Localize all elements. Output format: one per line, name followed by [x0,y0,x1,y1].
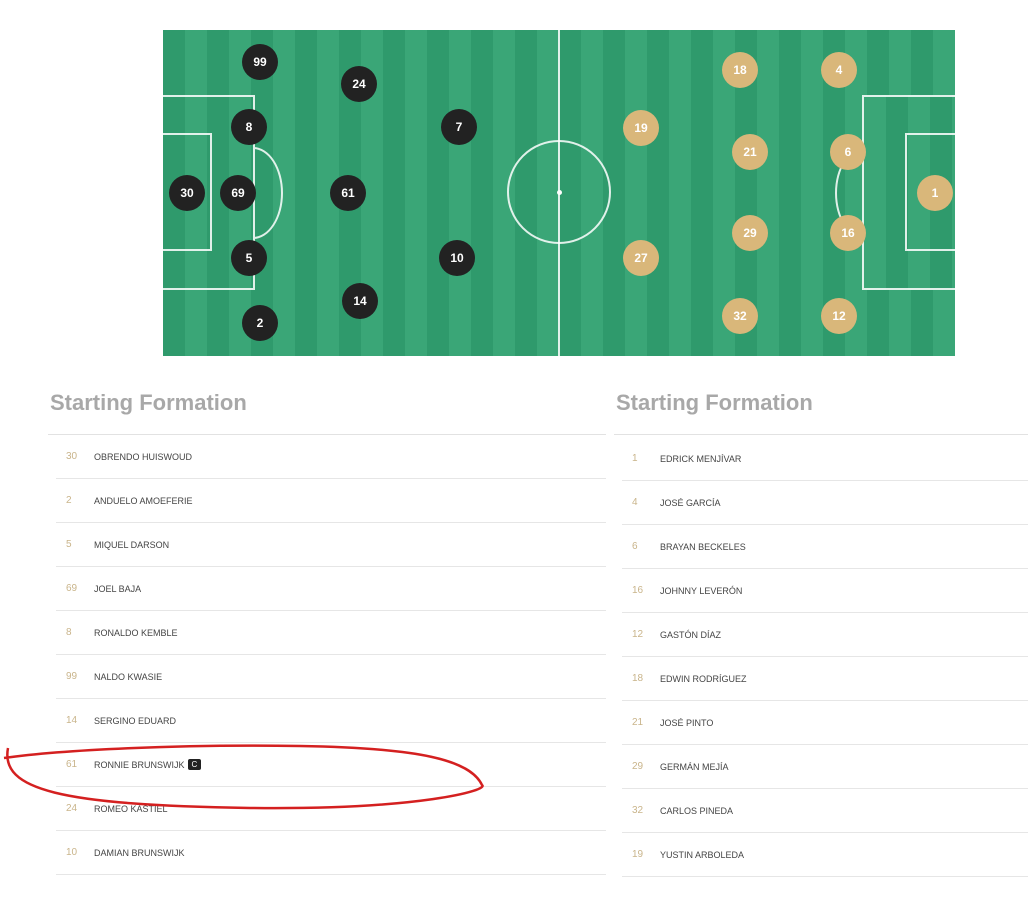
player-name[interactable]: Gastón Díaz [660,629,722,640]
away-player-marker[interactable]: 32 [722,298,758,334]
left-lineup-title: Starting Formation [48,390,606,435]
player-row[interactable]: 24 Romeo Kastiel [56,787,606,831]
home-player-marker[interactable]: 5 [231,240,267,276]
player-number: 5 [66,539,72,550]
player-name[interactable]: Brayan Beckeles [660,541,746,552]
left-goal-area [163,133,212,251]
player-name[interactable]: Germán Mejía [660,761,729,772]
player-number: 8 [66,627,72,638]
player-name[interactable]: Yustin Arboleda [660,849,745,860]
home-player-marker[interactable]: 24 [341,66,377,102]
player-row[interactable]: 10 Damian Brunswijk [56,831,606,875]
right-lineup-title: Starting Formation [614,390,1028,435]
player-name[interactable]: Johnny Leverón [660,585,743,596]
player-number: 1 [632,453,638,464]
player-row[interactable]: 12 Gastón Díaz [622,613,1028,657]
home-player-marker[interactable]: 61 [330,175,366,211]
right-lineup: Starting Formation 1 Edrick Menjívar 4 José… [614,390,1028,877]
player-row[interactable]: 21 José Pinto [622,701,1028,745]
player-row[interactable]: 4 José García [622,481,1028,525]
player-number: 14 [66,715,78,726]
home-player-marker[interactable]: 30 [169,175,205,211]
right-goal-area [905,133,955,251]
player-row[interactable]: 29 Germán Mejía [622,745,1028,789]
center-spot [557,190,562,195]
player-name[interactable]: Edrick Menjívar [660,453,742,464]
away-player-marker[interactable]: 16 [830,215,866,251]
player-number: 99 [66,671,78,682]
player-name[interactable]: Obrendo Huiswoud [94,451,193,462]
player-number: 29 [632,761,644,772]
player-row[interactable]: 14 Sergino Eduard [56,699,606,743]
formation-pitch: 99 24 8 7 30 69 61 5 10 14 2 18 4 19 21 6 1 29 16 27 32 12 [163,30,955,356]
player-name[interactable]: Edwin Rodríguez [660,673,747,684]
away-player-marker[interactable]: 12 [821,298,857,334]
away-player-marker[interactable]: 18 [722,52,758,88]
player-name[interactable]: Naldo Kwasie [94,671,163,682]
player-name[interactable]: Anduelo Amoeferie [94,495,193,506]
player-name[interactable]: Miquel Darson [94,539,170,550]
player-row[interactable]: 2 Anduelo Amoeferie [56,479,606,523]
player-number: 12 [632,629,644,640]
away-player-marker[interactable]: 4 [821,52,857,88]
home-player-marker[interactable]: 7 [441,109,477,145]
player-row[interactable]: 6 Brayan Beckeles [622,525,1028,569]
left-lineup: Starting Formation 30 Obrendo Huiswoud 2 An… [48,390,606,875]
away-player-marker[interactable]: 21 [732,134,768,170]
player-number: 61 [66,759,78,770]
player-row[interactable]: 16 Johnny Leverón [622,569,1028,613]
captain-badge: C [187,759,202,770]
player-number: 4 [632,497,638,508]
home-player-marker[interactable]: 8 [231,109,267,145]
player-name[interactable]: Carlos Pineda [660,805,734,816]
player-row[interactable]: 8 Ronaldo Kemble [56,611,606,655]
home-player-marker[interactable]: 14 [342,283,378,319]
player-name[interactable]: Joel Baja [94,583,142,594]
player-number: 21 [632,717,644,728]
player-number: 16 [632,585,644,596]
player-row[interactable]: 61 Ronnie Brunswijk C [56,743,606,787]
player-row[interactable]: 19 Yustin Arboleda [622,833,1028,877]
home-player-marker[interactable]: 2 [242,305,278,341]
player-number: 10 [66,847,78,858]
player-row[interactable]: 69 Joel Baja [56,567,606,611]
away-player-marker[interactable]: 27 [623,240,659,276]
player-number: 18 [632,673,644,684]
player-row[interactable]: 18 Edwin Rodríguez [622,657,1028,701]
player-name[interactable]: José Pinto [660,717,714,728]
player-number: 24 [66,803,78,814]
home-player-marker[interactable]: 99 [242,44,278,80]
player-row[interactable]: 5 Miquel Darson [56,523,606,567]
player-row[interactable]: 30 Obrendo Huiswoud [56,435,606,479]
player-number: 2 [66,495,72,506]
player-number: 69 [66,583,78,594]
home-player-marker[interactable]: 69 [220,175,256,211]
away-player-marker[interactable]: 1 [917,175,953,211]
player-row[interactable]: 1 Edrick Menjívar [622,437,1028,481]
player-row[interactable]: 32 Carlos Pineda [622,789,1028,833]
center-circle [507,140,611,244]
player-name[interactable]: Ronnie Brunswijk [94,759,185,770]
player-name[interactable]: Sergino Eduard [94,715,177,726]
away-player-marker[interactable]: 19 [623,110,659,146]
player-number: 30 [66,451,78,462]
player-name[interactable]: Damian Brunswijk [94,847,185,858]
player-number: 19 [632,849,644,860]
player-row[interactable]: 99 Naldo Kwasie [56,655,606,699]
away-player-marker[interactable]: 29 [732,215,768,251]
player-number: 6 [632,541,638,552]
away-player-marker[interactable]: 6 [830,134,866,170]
player-name[interactable]: Romeo Kastiel [94,803,168,814]
home-player-marker[interactable]: 10 [439,240,475,276]
player-name[interactable]: José García [660,497,721,508]
player-name[interactable]: Ronaldo Kemble [94,627,178,638]
player-number: 32 [632,805,644,816]
